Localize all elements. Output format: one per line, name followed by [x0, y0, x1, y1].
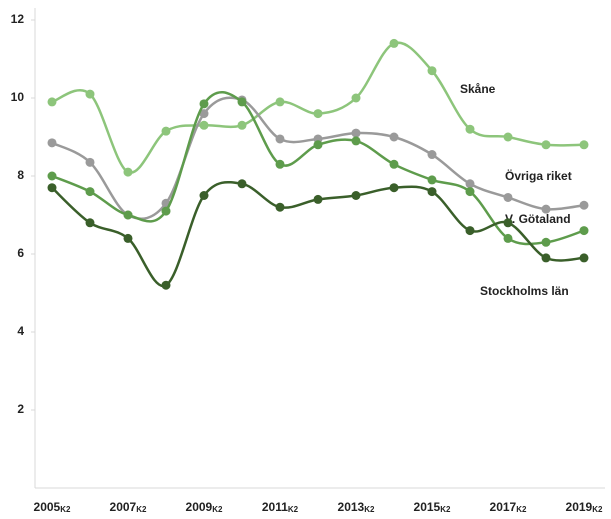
data-point [351, 93, 361, 103]
data-point [161, 206, 171, 216]
x-tick-label: 2015K2 [414, 500, 451, 514]
data-point [123, 210, 133, 220]
x-tick-suffix: K2 [440, 505, 451, 514]
series-line [51, 180, 585, 288]
data-point [313, 140, 323, 150]
data-point [85, 187, 95, 197]
data-point [541, 140, 551, 150]
x-tick-year: 2007 [110, 500, 137, 514]
x-tick-suffix: K2 [288, 505, 299, 514]
data-point [85, 157, 95, 167]
data-point [237, 179, 247, 189]
data-point [427, 150, 437, 160]
data-point [465, 124, 475, 134]
x-tick-label: 2019K2 [566, 500, 603, 514]
data-point [465, 179, 475, 189]
y-tick-label: 10 [11, 90, 25, 104]
y-tick-label: 6 [17, 246, 24, 260]
data-point [47, 171, 57, 181]
data-point [313, 109, 323, 119]
data-point [123, 167, 133, 177]
data-point [579, 140, 589, 150]
data-point [503, 192, 513, 202]
x-tick-label: 2011K2 [262, 500, 299, 514]
data-point [275, 202, 285, 212]
x-tick-suffix: K2 [364, 505, 375, 514]
x-tick-label: 2007K2 [110, 500, 147, 514]
data-point [351, 191, 361, 200]
series-label: Stockholms län [480, 284, 569, 298]
data-point [351, 136, 361, 146]
data-point [579, 253, 589, 263]
data-point [199, 120, 209, 130]
x-tick-year: 2017 [490, 500, 517, 514]
data-point [389, 38, 399, 48]
data-point [503, 233, 513, 243]
data-point [47, 138, 57, 148]
series-label: Övriga riket [505, 168, 572, 183]
x-tick-suffix: K2 [60, 505, 71, 514]
data-point [503, 218, 513, 228]
series-line [51, 91, 585, 246]
data-point [199, 109, 209, 119]
x-tick-suffix: K2 [592, 505, 603, 514]
data-point [389, 132, 399, 142]
data-point [199, 99, 209, 109]
data-point [237, 120, 247, 130]
series-label: Skåne [460, 82, 496, 96]
data-point [275, 134, 285, 144]
data-point [123, 233, 133, 243]
x-tick-year: 2015 [414, 500, 441, 514]
data-point [351, 128, 361, 138]
x-tick-year: 2019 [566, 500, 593, 514]
data-point [161, 280, 171, 290]
data-point [541, 204, 551, 214]
data-point [85, 218, 95, 228]
y-tick-label: 8 [17, 168, 24, 182]
x-tick-suffix: K2 [212, 505, 223, 514]
data-point [427, 187, 437, 197]
x-tick-suffix: K2 [516, 505, 527, 514]
y-tick-label: 12 [11, 12, 25, 26]
data-point [389, 159, 399, 169]
data-point [465, 187, 475, 197]
data-point [47, 97, 57, 107]
data-point [275, 97, 285, 107]
x-tick-year: 2005 [34, 500, 61, 514]
data-point [389, 183, 399, 193]
x-tick-label: 2005K2 [34, 500, 71, 514]
data-point [161, 126, 171, 136]
x-tick-label: 2009K2 [186, 500, 223, 514]
data-point [313, 194, 323, 204]
data-point [465, 226, 475, 236]
series-line [51, 41, 585, 174]
data-point [541, 253, 551, 263]
x-tick-year: 2013 [338, 500, 365, 514]
x-tick-year: 2011 [262, 500, 288, 514]
y-tick-label: 4 [17, 324, 24, 338]
x-tick-label: 2013K2 [338, 500, 375, 514]
data-point [199, 191, 209, 200]
data-point [237, 97, 247, 107]
data-point [541, 237, 551, 247]
data-point [85, 89, 95, 99]
data-point [579, 200, 589, 210]
series-label: V. Götaland [505, 212, 571, 226]
x-tick-label: 2017K2 [490, 500, 527, 514]
data-point [275, 159, 285, 169]
data-point [503, 132, 513, 142]
x-tick-year: 2009 [186, 500, 213, 514]
x-tick-suffix: K2 [136, 505, 147, 514]
data-point [579, 226, 589, 236]
data-point [427, 66, 437, 76]
data-point [47, 183, 57, 193]
data-point [427, 175, 437, 185]
y-tick-label: 2 [17, 402, 24, 416]
